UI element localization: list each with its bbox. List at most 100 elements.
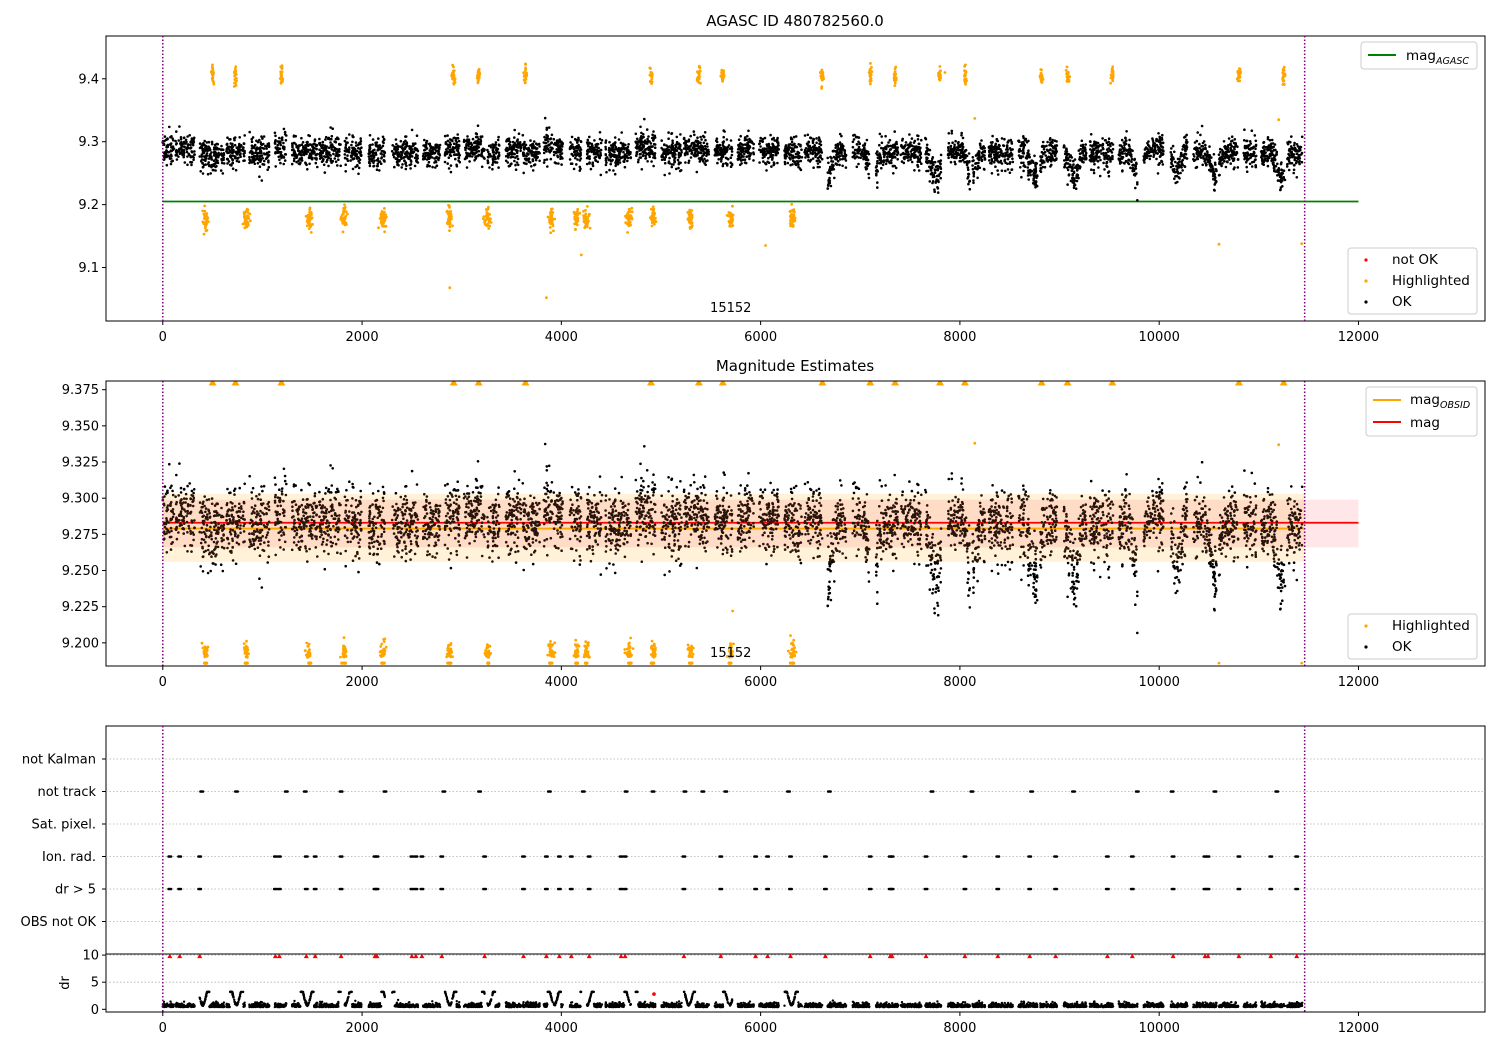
data-point	[811, 150, 815, 154]
data-point	[1183, 156, 1187, 160]
data-point	[959, 151, 963, 155]
data-point	[1008, 162, 1012, 165]
data-point	[559, 157, 562, 160]
data-point	[1230, 135, 1234, 138]
data-point	[876, 156, 880, 160]
data-point	[554, 143, 557, 147]
data-point	[663, 148, 667, 152]
data-point	[990, 148, 994, 151]
data-point	[1101, 143, 1105, 147]
data-point	[809, 136, 812, 139]
data-point	[354, 141, 358, 144]
data-point	[1179, 171, 1182, 175]
data-point	[429, 149, 432, 152]
data-point	[623, 154, 626, 158]
data-point	[1200, 144, 1203, 148]
data-point	[994, 156, 998, 160]
data-point	[559, 140, 562, 144]
data-point	[381, 144, 385, 148]
data-point	[993, 146, 997, 149]
data-point	[491, 143, 495, 146]
data-point	[596, 153, 600, 157]
data-point	[1221, 152, 1224, 156]
data-point	[703, 131, 707, 134]
data-point	[642, 133, 645, 136]
data-point	[960, 134, 963, 137]
data-point	[513, 152, 516, 156]
data-point	[1175, 164, 1178, 168]
data-point	[534, 142, 538, 145]
data-point	[401, 163, 404, 166]
data-point	[304, 161, 307, 164]
data-point	[966, 168, 970, 171]
data-point	[542, 148, 546, 151]
data-point	[1111, 143, 1115, 146]
data-point	[742, 150, 745, 153]
data-point	[371, 138, 375, 141]
data-point	[1195, 139, 1199, 143]
data-point	[335, 151, 338, 155]
data-point	[315, 143, 319, 147]
data-point	[209, 172, 212, 175]
data-point	[857, 151, 860, 154]
data-point	[1218, 173, 1221, 177]
data-point	[210, 151, 213, 154]
data-point	[863, 146, 866, 149]
data-point	[880, 135, 883, 138]
data-point	[312, 151, 316, 155]
data-point	[1124, 137, 1127, 140]
data-point	[322, 163, 326, 167]
data-point	[330, 134, 334, 138]
data-point	[458, 153, 461, 157]
data-point	[1128, 153, 1132, 157]
data-point	[816, 162, 820, 165]
data-point	[699, 141, 702, 144]
data-point	[622, 150, 625, 154]
data-point	[280, 156, 283, 160]
data-point	[437, 145, 440, 148]
data-point	[1071, 167, 1074, 170]
data-point	[988, 155, 991, 158]
data-point	[326, 154, 329, 158]
data-point	[706, 145, 709, 148]
data-point	[703, 151, 707, 155]
data-point	[572, 167, 576, 171]
data-point	[375, 141, 379, 144]
data-point	[412, 150, 416, 153]
data-point	[513, 159, 516, 163]
data-point	[1004, 169, 1007, 173]
data-point	[1159, 149, 1162, 152]
data-point	[1072, 171, 1076, 174]
data-point	[1177, 172, 1180, 175]
data-point	[662, 152, 666, 155]
data-point	[233, 143, 237, 147]
data-point	[179, 137, 183, 141]
data-point	[826, 156, 829, 160]
data-point	[1049, 137, 1052, 140]
data-point	[321, 143, 325, 147]
data-point	[836, 142, 840, 146]
data-point	[1275, 150, 1279, 154]
data-point	[679, 152, 682, 156]
data-point	[229, 154, 232, 157]
data-point	[770, 150, 773, 153]
data-point	[886, 158, 889, 161]
data-point	[652, 136, 655, 140]
data-point	[841, 164, 844, 168]
data-point	[1213, 189, 1216, 192]
data-point	[380, 157, 383, 160]
data-point	[423, 149, 426, 152]
data-point	[547, 126, 551, 129]
data-point	[554, 162, 558, 165]
data-point	[343, 156, 347, 160]
data-point	[375, 159, 379, 162]
data-point	[1006, 140, 1010, 144]
data-point	[208, 154, 211, 158]
data-point	[404, 135, 408, 138]
data-point	[478, 142, 482, 146]
data-point	[1211, 167, 1215, 171]
data-point	[1053, 150, 1056, 154]
data-point	[312, 142, 315, 146]
data-point	[359, 154, 363, 157]
data-point	[764, 162, 767, 165]
